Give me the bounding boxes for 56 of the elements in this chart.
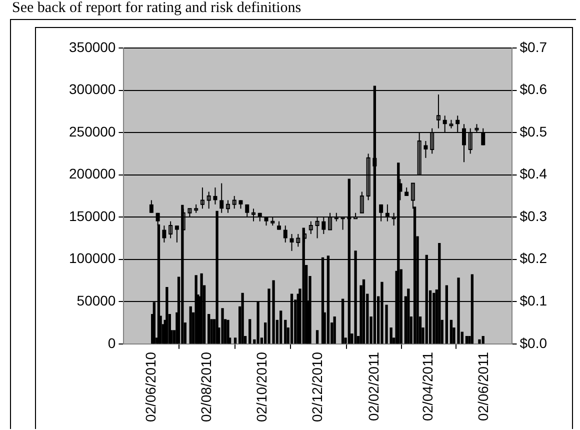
bar	[482, 336, 484, 344]
bar	[208, 314, 210, 344]
bar	[390, 328, 392, 344]
candlestick	[168, 220, 173, 239]
candlestick	[296, 234, 300, 248]
candlestick	[283, 225, 288, 243]
bar	[226, 320, 230, 344]
bar	[248, 319, 252, 344]
candlestick	[424, 140, 428, 158]
bar	[189, 306, 192, 344]
bar	[284, 320, 287, 344]
bar	[333, 316, 336, 344]
y2-tick-label: $0.0	[520, 334, 548, 351]
y2-tick-label: $0.4	[520, 166, 548, 182]
candlestick	[174, 225, 179, 243]
y2-tick-label: $0.1	[520, 292, 548, 309]
bar	[200, 273, 203, 344]
bar	[450, 320, 453, 344]
candlestick	[232, 195, 236, 210]
candlestick	[200, 187, 204, 210]
candlestick	[226, 200, 230, 214]
candlestick	[290, 234, 294, 252]
candlestick	[213, 187, 218, 205]
x-tick-label: 02/12/2010	[309, 352, 326, 422]
candlestick	[162, 225, 166, 243]
bar	[280, 310, 282, 344]
y-tick-label: 250000	[69, 123, 116, 140]
candlestick	[149, 200, 154, 214]
candlestick	[360, 191, 364, 214]
x-tick-label: 02/10/2010	[253, 352, 270, 422]
text: See back of report for rating and risk definitions	[12, 0, 302, 17]
bar	[465, 336, 468, 344]
y2-tick-label: $0.6	[520, 81, 548, 98]
y-tick-label: 350000	[69, 38, 116, 55]
y-tick-label: 300000	[69, 81, 116, 98]
bar	[221, 308, 224, 344]
x-tick-label: 02/06/2010	[142, 352, 158, 422]
candlestick	[220, 182, 224, 214]
y-tick-label: 0	[108, 334, 116, 351]
candlestick	[436, 94, 440, 129]
y2-tick-label: $0.7	[520, 38, 548, 55]
y-tick-label: 200000	[69, 166, 116, 182]
x-tick-label: 02/02/2011	[366, 352, 382, 421]
x-tick-label: 02/08/2010	[198, 352, 214, 422]
x-tick-label: 02/04/2011	[419, 352, 436, 421]
x-tick-label: 02/06/2011	[474, 352, 491, 421]
candlestick	[206, 191, 211, 210]
y2-tick-label: $0.3	[520, 208, 548, 224]
bar	[478, 339, 481, 344]
bar	[316, 330, 319, 344]
y-tick-label: 150000	[69, 208, 116, 224]
y2-tick-label: $0.2	[520, 250, 548, 266]
y-tick-label: 50000	[76, 292, 116, 309]
y2-tick-label: $0.5	[520, 123, 548, 140]
y-tick-label: 100000	[69, 250, 116, 266]
candlestick	[308, 220, 313, 235]
